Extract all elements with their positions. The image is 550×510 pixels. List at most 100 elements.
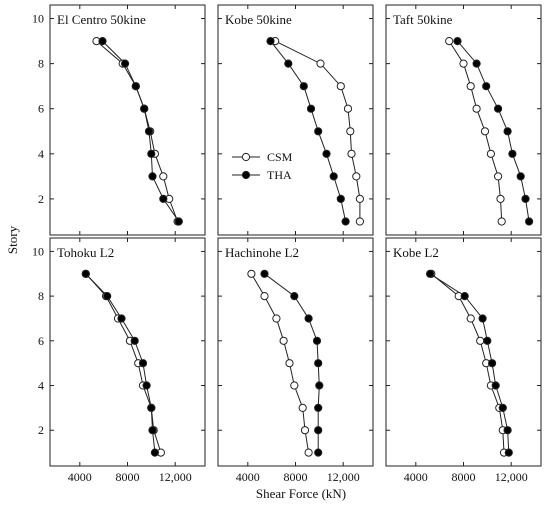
data-point-tha [494, 104, 503, 113]
data-point-tha [314, 426, 323, 435]
data-point-tha [290, 292, 299, 301]
data-point-csm [304, 448, 313, 457]
data-point-tha [314, 359, 323, 368]
x-axis-label: Shear Force (kN) [256, 486, 346, 501]
data-point-csm [355, 194, 364, 203]
data-point-tha [312, 336, 322, 345]
data-point-tha [147, 403, 156, 412]
data-point-csm [290, 381, 299, 390]
data-point-tha [488, 359, 497, 368]
data-point-csm [316, 59, 325, 68]
data-point-csm [355, 217, 364, 226]
data-point-csm [247, 269, 256, 278]
panel-frame [217, 237, 374, 467]
data-point-csm [497, 217, 506, 226]
panel-title: Kobe L2 [393, 245, 439, 260]
data-point-tha [299, 82, 308, 91]
data-point-csm [279, 336, 288, 345]
y-tick-label: 2 [38, 192, 44, 206]
panel-title: Kobe 50kine [225, 12, 292, 27]
legend-marker [241, 152, 251, 162]
series-line-tha [457, 40, 530, 222]
x-tick-label: 4000 [68, 470, 92, 484]
chart-panel: 4000 8000 12,000 2 4 6 8 10 Tohoku L2 [32, 237, 206, 484]
data-point-tha [322, 149, 331, 158]
data-point-csm [300, 426, 310, 435]
y-tick-label: 10 [32, 12, 44, 26]
data-point-csm [496, 194, 505, 203]
data-point-csm [285, 359, 294, 368]
chart-panel: 4000 8000 12,000 Hachinohe L2 [217, 237, 374, 484]
data-point-tha [98, 37, 107, 46]
panel-frame [385, 237, 542, 467]
data-point-tha [117, 314, 126, 323]
chart-panel: 4000 8000 12,000 Kobe L2 [385, 237, 542, 484]
x-tick-label: 12,000 [159, 470, 192, 484]
data-point-tha [314, 127, 323, 136]
data-point-csm [336, 82, 345, 91]
data-point-tha [525, 217, 534, 226]
data-point-tha [503, 127, 512, 136]
data-point-csm [298, 403, 307, 412]
x-tick-label: 12,000 [327, 470, 360, 484]
data-point-tha [314, 403, 323, 412]
data-point-tha [266, 37, 275, 46]
series-line-csm [250, 273, 310, 453]
data-point-tha [148, 426, 157, 435]
legend: CSM THA [232, 150, 293, 182]
data-point-tha [521, 194, 530, 203]
data-point-tha [516, 172, 525, 181]
data-point-tha [150, 448, 159, 457]
series-line-tha [429, 273, 510, 453]
data-point-csm [466, 314, 475, 323]
x-tick-label: 4000 [404, 470, 428, 484]
data-point-tha [306, 104, 316, 113]
data-point-tha [148, 172, 157, 181]
data-point-tha [147, 149, 156, 158]
data-point-csm [352, 172, 361, 181]
panel-title: Hachinohe L2 [225, 245, 299, 260]
data-point-csm [343, 104, 353, 113]
y-axis-label: Story [5, 225, 20, 254]
panel-title: El Centro 50kine [57, 12, 146, 27]
data-point-tha [426, 269, 435, 278]
x-tick-label: 12,000 [495, 470, 528, 484]
data-point-tha [174, 217, 183, 226]
y-tick-label: 8 [38, 57, 44, 71]
y-tick-label: 6 [38, 102, 44, 116]
chart-panel: Taft 50kine [385, 4, 542, 236]
data-point-tha [284, 59, 293, 68]
data-point-tha [504, 448, 513, 457]
data-point-csm [459, 59, 468, 68]
panel-title: Tohoku L2 [57, 245, 114, 260]
data-point-csm [494, 172, 503, 181]
data-point-csm [272, 314, 281, 323]
data-point-tha [482, 82, 491, 91]
data-point-csm [260, 292, 269, 301]
data-point-tha [453, 37, 462, 46]
data-point-tha [131, 82, 140, 91]
chart-panel: Kobe 50kine [217, 4, 374, 236]
data-point-csm [346, 127, 355, 136]
data-point-tha [138, 359, 148, 368]
data-point-tha [472, 59, 481, 68]
data-point-tha [140, 104, 149, 113]
data-point-tha [130, 336, 139, 345]
data-point-tha [508, 149, 517, 158]
y-tick-label: 10 [32, 244, 44, 258]
y-tick-label: 4 [38, 379, 44, 393]
data-point-tha [142, 381, 151, 390]
data-point-tha [121, 59, 130, 68]
data-point-tha [304, 314, 313, 323]
data-point-csm [476, 336, 485, 345]
data-point-tha [503, 426, 512, 435]
panels-group: 2 4 6 8 10 El Centro 50kine Kobe 50kine Taft 50… [32, 4, 542, 484]
legend-marker [241, 170, 251, 180]
data-point-csm [480, 127, 490, 136]
data-point-tha [144, 127, 154, 136]
panel-frame [217, 4, 374, 236]
data-point-tha [460, 292, 469, 301]
data-point-tha [260, 269, 269, 278]
data-point-csm [159, 172, 168, 181]
